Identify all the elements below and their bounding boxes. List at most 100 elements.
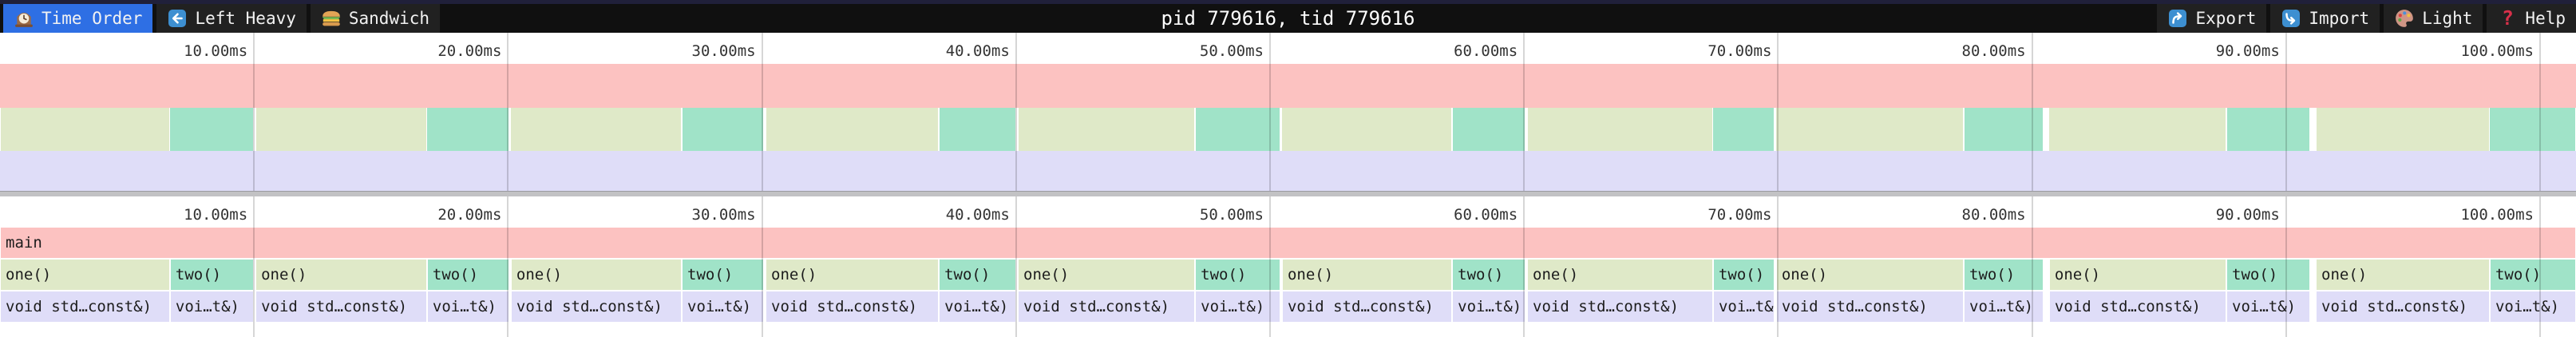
flame-frame-two-child[interactable]: voi…t&) xyxy=(2490,291,2576,322)
flame-frame-one-child[interactable]: void std…const&) xyxy=(511,291,682,322)
tick-label: 20.00ms xyxy=(437,42,502,60)
help-button[interactable]: ? Help xyxy=(2487,4,2576,33)
import-button[interactable]: Import xyxy=(2270,4,2380,33)
flame-frame-one-child[interactable]: void std…const&) xyxy=(2317,291,2489,322)
flame-frame-two-child[interactable]: voi…t&) xyxy=(427,291,508,322)
minimap-depth1-band xyxy=(0,108,2576,151)
flame-frame-one-child[interactable]: void std…const&) xyxy=(1282,291,1452,322)
tick-label: 90.00ms xyxy=(2215,206,2280,224)
flame-frame-one[interactable]: one() xyxy=(1776,260,1963,290)
flame-frame-two-child[interactable]: voi…t&) xyxy=(1965,291,2043,322)
flame-frame-one[interactable]: one() xyxy=(1528,260,1712,290)
tick-label: 60.00ms xyxy=(1454,42,1518,60)
flame-frame-one[interactable]: one() xyxy=(256,260,426,290)
minimap-frame-one xyxy=(511,108,682,151)
flame-frame-two-child[interactable]: voi…t&) xyxy=(1196,291,1280,322)
window-title: pid 779616, tid 779616 xyxy=(1161,7,1415,30)
minimap-frame-two xyxy=(1195,108,1280,151)
tick-label: 70.00ms xyxy=(1707,42,1772,60)
tick-label: 80.00ms xyxy=(1961,42,2026,60)
minimap-frame-two xyxy=(170,108,253,151)
minimap-frame-one xyxy=(255,108,426,151)
flame-frame-two[interactable]: two() xyxy=(2490,260,2576,290)
tick-label: 40.00ms xyxy=(945,206,1010,224)
minimap-frame-two xyxy=(939,108,1016,151)
minimap-frame-two xyxy=(2226,108,2310,151)
minimap-frame-one xyxy=(1018,108,1195,151)
flame-frame-one[interactable]: one() xyxy=(2049,260,2226,290)
minimap-frame-one xyxy=(2316,108,2489,151)
flame-frame-two-child[interactable]: voi…t&) xyxy=(683,291,764,322)
flame-frame-one-child[interactable]: void std…const&) xyxy=(1528,291,1712,322)
tab-sandwich-label: Sandwich xyxy=(348,9,430,28)
tick-label: 60.00ms xyxy=(1454,206,1518,224)
tab-time-order[interactable]: Time Order xyxy=(3,4,153,33)
flame-frame-two[interactable]: two() xyxy=(1965,260,2043,290)
window-top-strip xyxy=(0,0,2576,4)
flame-frame-one[interactable]: one() xyxy=(1,260,169,290)
tick-label: 80.00ms xyxy=(1961,206,2026,224)
flame-frame-one-child[interactable]: void std…const&) xyxy=(256,291,426,322)
minimap-frame-one xyxy=(2049,108,2226,151)
flame-frame-two-child[interactable]: voi…t&) xyxy=(170,291,253,322)
light-button[interactable]: Light xyxy=(2384,4,2483,33)
tick-label: 50.00ms xyxy=(1199,206,1264,224)
tick-label: 10.00ms xyxy=(184,42,248,60)
tick-label: 90.00ms xyxy=(2215,42,2280,60)
tick-label: 100.00ms xyxy=(2460,42,2534,60)
export-button[interactable]: Export xyxy=(2157,4,2267,33)
tab-left-heavy[interactable]: Left Heavy xyxy=(156,4,307,33)
tick-label: 10.00ms xyxy=(184,206,248,224)
minimap-frame-one xyxy=(1282,108,1452,151)
tick-label: 50.00ms xyxy=(1199,42,1264,60)
flame-frame-one-child[interactable]: void std…const&) xyxy=(1019,291,1195,322)
minimap-frame-two xyxy=(2490,108,2576,151)
flame-frame-one[interactable]: one() xyxy=(511,260,682,290)
tab-left-heavy-label: Left Heavy xyxy=(195,9,296,28)
left-arrow-icon xyxy=(167,8,188,29)
flame-frame-main[interactable]: main xyxy=(1,228,2576,258)
minimap-depth0-band xyxy=(0,64,2576,108)
flame-frame-two[interactable]: two() xyxy=(1713,260,1774,290)
minimap-frame-one xyxy=(766,108,939,151)
time-ruler-flamechart: 10.00ms 20.00ms 30.00ms 40.00ms 50.00ms 60.00… xyxy=(0,196,2576,228)
tick-label: 40.00ms xyxy=(945,42,1010,60)
clock-icon xyxy=(14,8,34,29)
flame-frame-two[interactable]: two() xyxy=(170,260,253,290)
flame-frame-two-child[interactable]: voi…t&) xyxy=(1453,291,1525,322)
sandwich-icon xyxy=(321,8,342,29)
flame-frame-one-child[interactable]: void std…const&) xyxy=(2049,291,2226,322)
tab-sandwich[interactable]: Sandwich xyxy=(310,4,441,33)
tick-label: 30.00ms xyxy=(691,42,756,60)
export-button-label: Export xyxy=(2195,9,2257,28)
flame-frame-one[interactable]: one() xyxy=(2317,260,2489,290)
minimap-frame-two xyxy=(1452,108,1525,151)
flame-frame-two-child[interactable]: voi…t&) xyxy=(1713,291,1774,322)
minimap-frame-two xyxy=(1964,108,2043,151)
minimap-frame-two xyxy=(427,108,508,151)
minimap-frame-two xyxy=(682,108,764,151)
tick-label: 100.00ms xyxy=(2460,206,2534,224)
flame-frame-two[interactable]: two() xyxy=(1453,260,1525,290)
minimap-frame-one xyxy=(1776,108,1963,151)
tick-label: 30.00ms xyxy=(691,206,756,224)
palette-icon xyxy=(2394,8,2415,29)
flame-frame-two[interactable]: two() xyxy=(2227,260,2310,290)
flame-frame-one[interactable]: one() xyxy=(1019,260,1195,290)
flame-frame-one-child[interactable]: void std…const&) xyxy=(1776,291,1963,322)
toolbar-actions: Export Import Light ? Help xyxy=(2157,4,2576,33)
flame-frame-one[interactable]: one() xyxy=(1282,260,1452,290)
flame-frame-one-child[interactable]: void std…const&) xyxy=(766,291,939,322)
flame-frame-two[interactable]: two() xyxy=(427,260,508,290)
flame-frame-two[interactable]: two() xyxy=(940,260,1016,290)
flame-frame-two-child[interactable]: voi…t&) xyxy=(2227,291,2310,322)
flame-frame-two[interactable]: two() xyxy=(683,260,764,290)
light-button-label: Light xyxy=(2422,9,2473,28)
minimap-frame-one xyxy=(1527,108,1712,151)
help-button-label: Help xyxy=(2525,9,2566,28)
flame-frame-one-child[interactable]: void std…const&) xyxy=(1,291,169,322)
flame-frame-two[interactable]: two() xyxy=(1196,260,1280,290)
minimap-depth2-band xyxy=(0,151,2576,191)
flame-frame-one[interactable]: one() xyxy=(766,260,939,290)
flame-frame-two-child[interactable]: voi…t&) xyxy=(940,291,1016,322)
